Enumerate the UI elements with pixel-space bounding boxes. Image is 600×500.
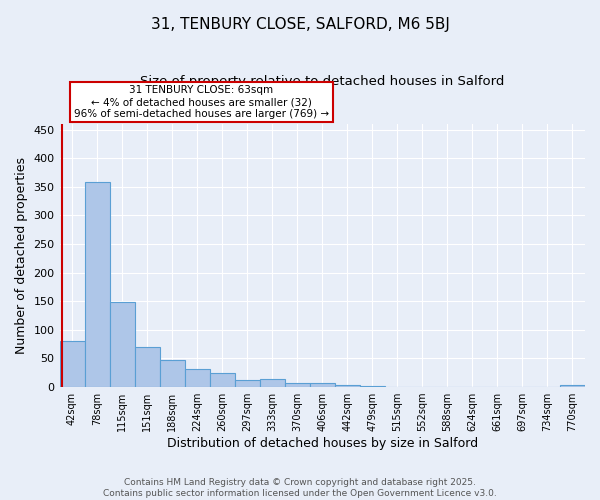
Bar [560,386,585,387]
Y-axis label: Number of detached properties: Number of detached properties [15,157,28,354]
Text: 31 TENBURY CLOSE: 63sqm
← 4% of detached houses are smaller (32)
96% of semi-det: 31 TENBURY CLOSE: 63sqm ← 4% of detached… [74,86,329,118]
Bar [360,386,385,387]
Bar [485,386,510,387]
Text: Contains HM Land Registry data © Crown copyright and database right 2025.
Contai: Contains HM Land Registry data © Crown c… [103,478,497,498]
Bar [285,383,310,387]
Bar [235,380,260,387]
X-axis label: Distribution of detached houses by size in Salford: Distribution of detached houses by size … [167,437,478,450]
Bar [160,360,185,387]
Bar [59,342,85,387]
Bar [435,386,460,387]
Text: 31, TENBURY CLOSE, SALFORD, M6 5BJ: 31, TENBURY CLOSE, SALFORD, M6 5BJ [151,18,449,32]
Bar [85,182,110,387]
Bar [260,378,285,387]
Bar [185,369,209,387]
Bar [335,386,360,387]
Bar [310,383,335,387]
Bar [110,302,134,387]
Bar [410,386,435,387]
Bar [134,347,160,387]
Bar [385,386,410,387]
Bar [209,373,235,387]
Title: Size of property relative to detached houses in Salford: Size of property relative to detached ho… [140,75,505,88]
